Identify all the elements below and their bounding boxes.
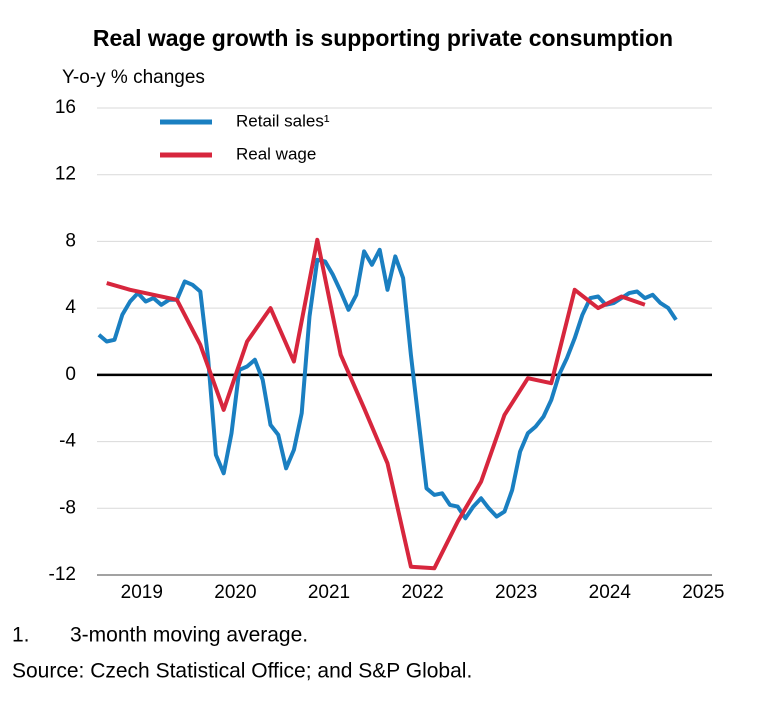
x-tick-label: 2023 xyxy=(495,582,537,603)
source-note: Source: Czech Statistical Office; and S&… xyxy=(12,660,472,683)
x-tick-label: 2021 xyxy=(308,582,350,603)
series-line xyxy=(97,247,678,521)
y-tick-label: 8 xyxy=(65,230,76,251)
series-line xyxy=(106,237,646,571)
y-tick-label: 12 xyxy=(55,164,76,185)
footnote-marker: 1. xyxy=(12,624,30,647)
x-tick-label: 2024 xyxy=(589,582,632,603)
x-tick-label: 2019 xyxy=(121,582,163,603)
y-tick-label: -12 xyxy=(49,564,76,585)
chart-title: Real wage growth is supporting private c… xyxy=(93,25,673,51)
y-tick-label: 0 xyxy=(65,364,76,385)
legend-label: Retail sales¹ xyxy=(236,111,330,130)
x-tick-label: 2020 xyxy=(214,582,256,603)
y-tick-label: 4 xyxy=(65,297,76,318)
y-tick-label: -4 xyxy=(59,431,76,452)
y-tick-label: -8 xyxy=(59,497,76,518)
x-tick-label: 2025 xyxy=(682,582,724,603)
y-tick-label: 16 xyxy=(55,97,76,118)
footnote: 3-month moving average. xyxy=(70,624,308,647)
y-axis-label: Y-o-y % changes xyxy=(62,67,205,88)
x-tick-label: 2022 xyxy=(401,582,443,603)
legend-label: Real wage xyxy=(236,144,316,163)
